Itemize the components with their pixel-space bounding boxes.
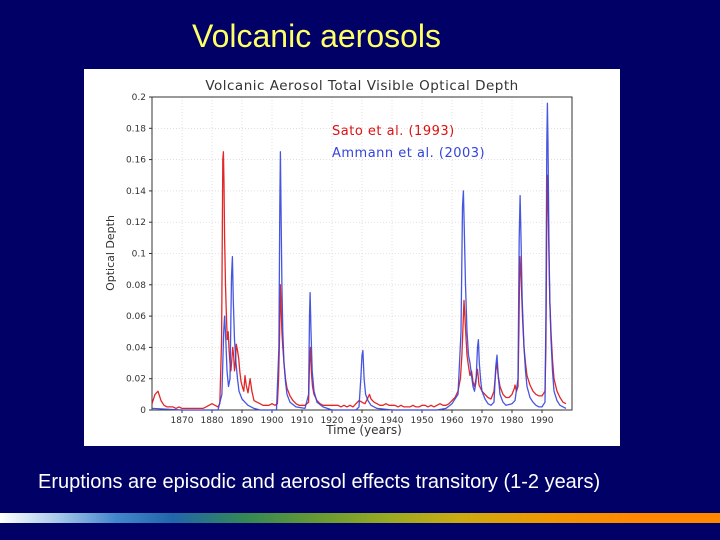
y-tick-label: 0 bbox=[140, 406, 146, 416]
x-tick-label: 1990 bbox=[531, 416, 554, 426]
chart-figure: Volcanic Aerosol Total Visible Optical D… bbox=[84, 69, 620, 446]
x-tick-label: 1980 bbox=[501, 416, 524, 426]
y-tick-label: 0.14 bbox=[126, 187, 146, 197]
legend-entry: Sato et al. (1993) bbox=[332, 124, 455, 139]
slide-title: Volcanic aerosols bbox=[192, 18, 442, 54]
x-tick-label: 1880 bbox=[201, 416, 224, 426]
y-tick-label: 0.2 bbox=[132, 93, 146, 103]
y-ticks: 0 0.02 0.04 0.06 0.08 0.1 0.12 0.14 0.16 0.18 0.2 bbox=[126, 93, 152, 416]
y-tick-label: 0.08 bbox=[126, 281, 146, 291]
y-tick-label: 0.02 bbox=[126, 375, 146, 385]
x-tick-label: 1920 bbox=[321, 416, 344, 426]
y-axis-label: Optical Depth bbox=[104, 215, 117, 291]
decorative-gradient-bar bbox=[0, 513, 720, 523]
y-tick-label: 0.1 bbox=[132, 250, 146, 260]
y-tick-label: 0.06 bbox=[126, 312, 146, 322]
x-tick-label: 1930 bbox=[351, 416, 374, 426]
x-tick-label: 1910 bbox=[291, 416, 314, 426]
y-tick-label: 0.12 bbox=[126, 218, 146, 228]
legend: Sato et al. (1993) Ammann et al. (2003) bbox=[332, 124, 485, 161]
x-ticks: 1870 1880 1890 1900 1910 1920 1930 1940 1950 1960… bbox=[171, 410, 554, 426]
optical-depth-chart: Volcanic Aerosol Total Visible Optical D… bbox=[104, 78, 573, 437]
x-tick-label: 1890 bbox=[231, 416, 254, 426]
legend-entry: Ammann et al. (2003) bbox=[332, 146, 485, 161]
x-tick-label: 1970 bbox=[471, 416, 494, 426]
y-tick-label: 0.18 bbox=[126, 124, 146, 134]
slide-caption: Eruptions are episodic and aerosol effec… bbox=[38, 471, 601, 493]
x-tick-label: 1940 bbox=[381, 416, 404, 426]
y-tick-label: 0.04 bbox=[126, 343, 146, 353]
x-tick-label: 1950 bbox=[411, 416, 434, 426]
series-line-sato bbox=[151, 151, 567, 410]
x-tick-label: 1900 bbox=[261, 416, 284, 426]
y-tick-label: 0.16 bbox=[126, 156, 146, 166]
x-tick-label: 1960 bbox=[441, 416, 464, 426]
chart-title: Volcanic Aerosol Total Visible Optical D… bbox=[205, 78, 518, 94]
series-line-ammann bbox=[151, 102, 567, 411]
x-tick-label: 1870 bbox=[171, 416, 194, 426]
x-axis-label: Time (years) bbox=[325, 423, 402, 437]
series bbox=[151, 102, 567, 411]
